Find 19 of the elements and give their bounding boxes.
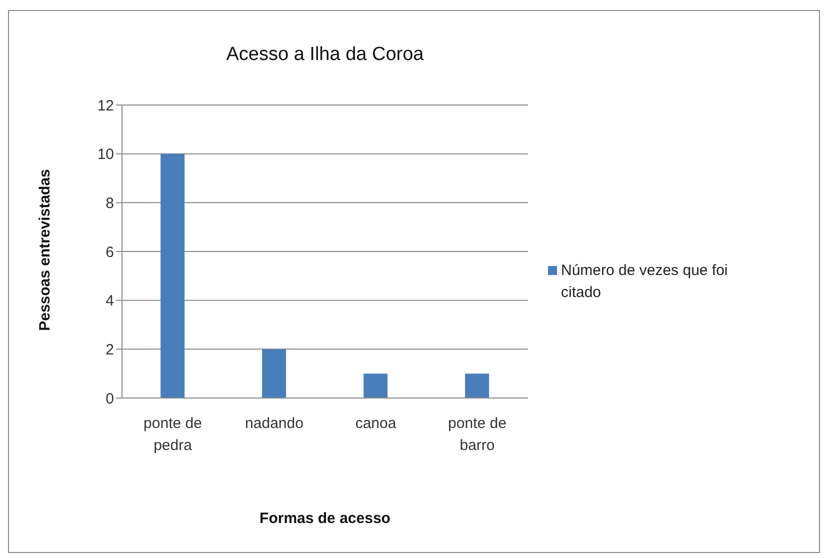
x-tick-label: ponte de pedra [144, 415, 202, 454]
y-tick-label: 4 [106, 292, 114, 310]
y-tick-label: 2 [106, 341, 114, 358]
x-tick-label: canoa [355, 415, 397, 432]
bar [262, 349, 286, 398]
y-tick-label: 12 [97, 97, 114, 114]
bar [364, 374, 388, 398]
bar [465, 374, 490, 398]
chart-title: Acesso a Ilha da Coroa [225, 44, 425, 66]
y-tick-label: 10 [97, 146, 114, 164]
x-tick-label: ponte de barro [448, 415, 506, 454]
bar [160, 154, 185, 398]
legend-label: Número de vezes que foi citado [561, 261, 729, 303]
x-axis-title: Formas de acesso [258, 510, 392, 527]
x-tick-label: nadando [245, 415, 304, 432]
y-tick-label: 8 [106, 194, 114, 212]
y-tick-label: 6 [106, 244, 114, 261]
y-tick-label: 0 [106, 390, 114, 408]
y-axis-title: Pessoas entrevistadas [36, 169, 54, 331]
